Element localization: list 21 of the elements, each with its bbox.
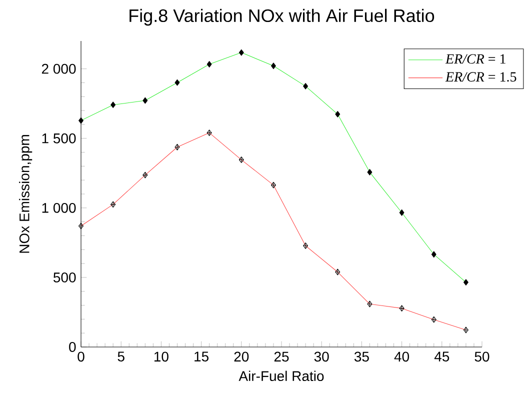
legend-label: ER/CR = 1 (445, 54, 506, 64)
y-tick-label: 1 500 (42, 133, 76, 144)
y-tick-label: 500 (54, 272, 76, 282)
y-axis-title: NOx Emission,ppm (19, 135, 32, 253)
x-tick-label: 15 (194, 352, 208, 362)
x-tick-label: 25 (274, 352, 289, 362)
y-tick-label: 1 000 (42, 202, 76, 213)
x-tick-label: 30 (314, 352, 329, 362)
x-tick-label: 5 (118, 352, 124, 362)
y-tick-label: 2 000 (42, 64, 76, 74)
x-tick-label: 20 (234, 352, 249, 362)
chart-title: Fig.8 Variation NOx with Air Fuel Ratio (130, 8, 434, 26)
x-tick-label: 10 (154, 352, 168, 362)
y-tick-label: 0 (69, 342, 76, 352)
x-tick-label: 35 (354, 352, 369, 362)
x-tick-label: 0 (78, 352, 84, 362)
x-tick-label: 45 (434, 352, 450, 362)
x-tick-label: 40 (394, 352, 410, 362)
x-tick-label: 50 (474, 352, 490, 362)
x-axis-title: Air-Fuel Ratio (238, 370, 324, 382)
legend-label: ER/CR = 1.5 (445, 72, 516, 82)
